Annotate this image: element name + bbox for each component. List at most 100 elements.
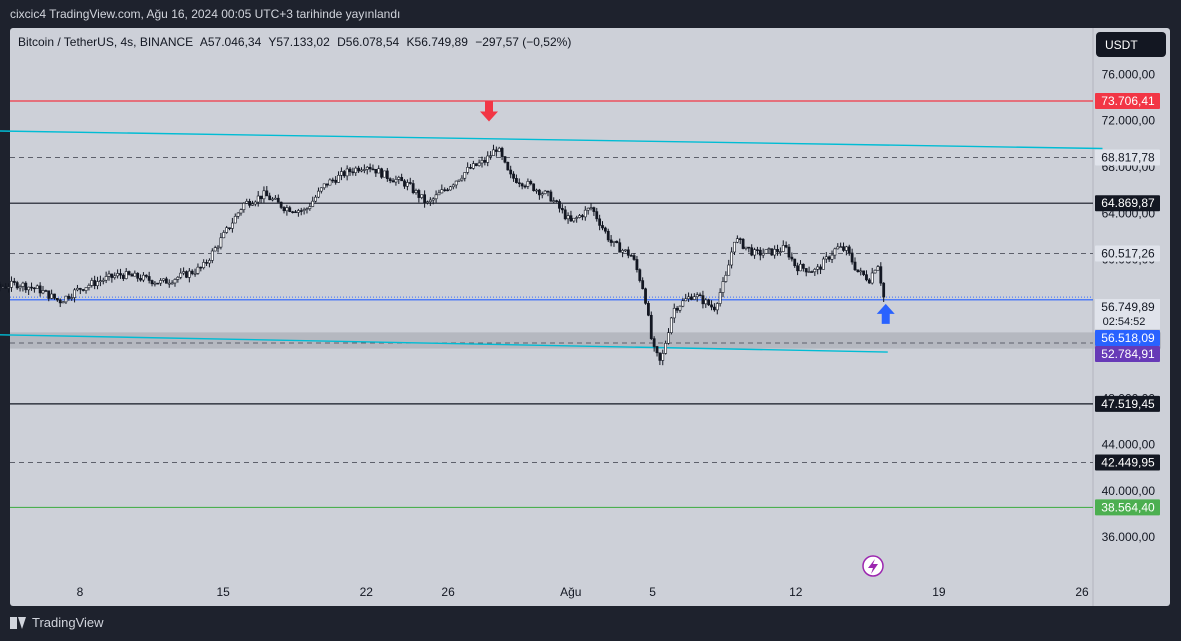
candle-body	[121, 274, 125, 279]
symbol-name[interactable]: Bitcoin / TetherUS, 4s, BINANCE	[18, 35, 194, 49]
candle-body	[253, 201, 257, 205]
candle-body	[764, 249, 768, 254]
tradingview-logo[interactable]: TradingView	[10, 615, 104, 630]
candle-body	[801, 263, 805, 269]
candle-body	[50, 293, 54, 299]
candle-body	[655, 346, 659, 354]
candle-body	[55, 298, 59, 301]
candle-body	[684, 298, 688, 302]
candle-body	[675, 307, 679, 311]
candle-body	[156, 282, 160, 285]
candle-body	[119, 273, 122, 276]
candle-body	[368, 166, 372, 170]
price-level-badge-bg	[1095, 346, 1160, 362]
candle-body	[842, 246, 845, 251]
price-level-badge-bg	[1095, 245, 1160, 262]
candle-body	[265, 190, 269, 197]
candle-body	[632, 255, 636, 260]
price-level-badge: 42.449,95	[1101, 455, 1155, 469]
candle-body	[776, 249, 779, 253]
candle-body	[394, 179, 398, 183]
candle-body	[259, 195, 263, 200]
price-level-badge: 64.869,87	[1101, 196, 1155, 210]
candle-body	[451, 184, 455, 188]
candle-body	[681, 300, 685, 307]
candle-body	[44, 290, 48, 292]
candle-body	[434, 194, 438, 200]
candle-body	[807, 271, 811, 273]
published-caption: cixcic4 TradingView.com, Ağu 16, 2024 00…	[10, 7, 401, 21]
candle-body	[773, 249, 777, 256]
candle-body	[176, 276, 180, 280]
candle-body	[687, 296, 690, 300]
candle-body	[21, 282, 25, 287]
arrow-down-icon[interactable]	[480, 101, 498, 122]
candle-body	[159, 280, 163, 284]
price-level-badge-bg	[1095, 330, 1160, 346]
candle-body	[595, 211, 599, 220]
candle-body	[867, 279, 871, 284]
candle-body	[618, 242, 622, 253]
candle-body	[18, 286, 22, 289]
candle-body	[497, 147, 501, 152]
candle-body	[81, 289, 85, 291]
candle-body	[239, 209, 243, 214]
candle-body	[256, 195, 260, 203]
candle-body	[833, 248, 837, 256]
candle-body	[790, 256, 794, 260]
candle-body	[844, 246, 848, 251]
candle-body	[629, 255, 633, 257]
candle-body	[139, 278, 142, 281]
candle-body	[466, 167, 470, 173]
candle-body	[233, 216, 237, 224]
candle-body	[328, 179, 332, 186]
candle-body	[90, 280, 94, 286]
arrow-up-icon[interactable]	[876, 303, 895, 324]
candle-body	[506, 161, 510, 171]
candle-body	[733, 241, 736, 253]
candle-body	[403, 180, 406, 187]
candle-body	[331, 179, 335, 182]
candle-body	[27, 286, 31, 291]
candle-body	[816, 266, 820, 270]
candle-body	[850, 252, 854, 263]
candle-body	[380, 168, 383, 178]
price-level-badge: 38.564,40	[1101, 500, 1155, 514]
candle-body	[865, 274, 868, 281]
candle-body	[727, 264, 731, 276]
candle-body	[500, 147, 504, 157]
candle-body	[268, 195, 272, 201]
candle-body	[882, 282, 886, 298]
time-tick-label: 5	[649, 585, 656, 599]
candle-body	[383, 170, 386, 178]
candle-body	[721, 281, 725, 293]
candle-body	[213, 247, 217, 252]
trendline[interactable]	[0, 130, 1103, 150]
candle-body	[210, 250, 214, 261]
candle-body	[492, 149, 495, 156]
candle-body	[672, 307, 676, 319]
candle-body	[64, 295, 68, 303]
candle-body	[337, 174, 340, 183]
candle-body	[873, 269, 877, 274]
candle-body	[710, 304, 713, 308]
trendline[interactable]	[0, 334, 888, 353]
candle-body	[669, 317, 673, 333]
candle-body	[170, 282, 174, 285]
candle-body	[701, 295, 705, 305]
time-tick-label: 19	[932, 585, 946, 599]
price-level-badge: 47.519,45	[1101, 397, 1155, 411]
candle-body	[566, 215, 570, 220]
candle-body	[463, 172, 467, 179]
candle-body	[750, 247, 754, 256]
candle-body	[661, 353, 665, 361]
candle-body	[276, 197, 280, 203]
candle-body	[457, 179, 461, 182]
candle-body	[193, 273, 197, 275]
currency-button[interactable]: USDT	[1096, 32, 1166, 57]
candle-body	[33, 287, 36, 290]
candle-body	[360, 169, 363, 172]
chart-pane[interactable]	[10, 28, 1170, 606]
candle-body	[53, 293, 56, 299]
